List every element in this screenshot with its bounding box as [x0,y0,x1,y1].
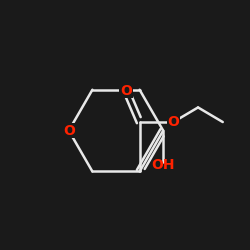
Text: O: O [63,124,75,138]
Text: OH: OH [152,158,175,172]
Text: O: O [168,115,179,129]
Text: O: O [120,84,132,98]
